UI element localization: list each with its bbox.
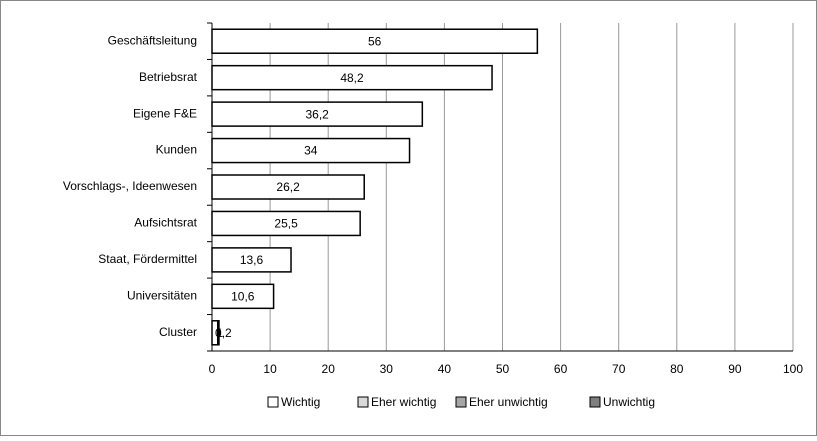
- y-tick-label: Aufsichtsrat: [134, 216, 197, 230]
- y-tick-label: Betriebsrat: [139, 70, 198, 84]
- x-tick-label: 50: [496, 362, 510, 376]
- data-label: 1: [217, 326, 224, 340]
- bar: [211, 137, 411, 164]
- data-label: 13,6: [240, 253, 264, 267]
- data-label: 25,5: [274, 217, 298, 231]
- x-tick-label: 70: [612, 362, 626, 376]
- bar: [211, 28, 539, 54]
- x-tick-label: 10: [263, 362, 277, 376]
- bar: [211, 247, 292, 273]
- legend-label: Unwichtig: [603, 395, 655, 409]
- data-label: 34: [304, 144, 318, 158]
- y-tick-label: Staat, Fördermittel: [98, 252, 197, 266]
- data-label: 36,2: [305, 107, 329, 121]
- x-tick-label: 80: [670, 362, 684, 376]
- legend-swatch: [455, 396, 467, 408]
- data-label: 0,2: [215, 326, 232, 340]
- bar: [211, 283, 275, 310]
- x-tick-label: 90: [728, 362, 742, 376]
- x-tick-label: 20: [322, 362, 336, 376]
- legend-swatch: [357, 396, 369, 408]
- bar: [211, 101, 424, 127]
- y-tick-label: Geschäftsleitung: [108, 33, 197, 47]
- legend-swatch: [589, 396, 601, 408]
- x-tick-label: 0: [209, 362, 216, 376]
- y-tick-label: Kunden: [156, 143, 197, 157]
- legend-label: Wichtig: [281, 395, 320, 409]
- legend-label: Eher wichtig: [371, 395, 436, 409]
- data-label: 56: [368, 34, 382, 48]
- data-label: 48,2: [340, 71, 364, 85]
- bar: [211, 210, 361, 237]
- y-tick-label: Eigene F&E: [133, 106, 197, 120]
- bar: [211, 64, 493, 91]
- data-label: 26,2: [276, 180, 300, 194]
- x-tick-label: 100: [783, 362, 803, 376]
- y-tick-label: Vorschlags-, Ideenwesen: [63, 179, 197, 193]
- legend-swatch: [267, 396, 279, 408]
- x-tick-label: 40: [438, 362, 452, 376]
- y-tick-label: Cluster: [159, 325, 197, 339]
- bar: [211, 174, 365, 200]
- x-tick-label: 30: [380, 362, 394, 376]
- x-tick-label: 60: [554, 362, 568, 376]
- legend-label: Eher unwichtig: [469, 395, 548, 409]
- bar: [217, 320, 220, 346]
- data-label: 10,6: [231, 290, 255, 304]
- y-tick-label: Universitäten: [127, 289, 197, 303]
